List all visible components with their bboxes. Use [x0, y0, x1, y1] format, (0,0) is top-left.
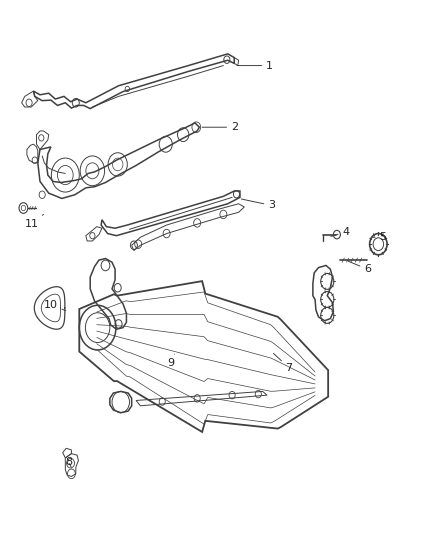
Text: 2: 2 [202, 122, 238, 132]
Text: 7: 7 [273, 353, 293, 373]
Text: 5: 5 [372, 232, 386, 243]
Text: 1: 1 [237, 61, 273, 70]
Text: 6: 6 [348, 261, 371, 274]
Text: 11: 11 [25, 214, 43, 229]
Text: 4: 4 [331, 227, 349, 237]
Text: 3: 3 [241, 199, 275, 211]
Text: 8: 8 [65, 457, 72, 467]
Text: 9: 9 [167, 354, 174, 368]
Text: 10: 10 [44, 300, 66, 311]
